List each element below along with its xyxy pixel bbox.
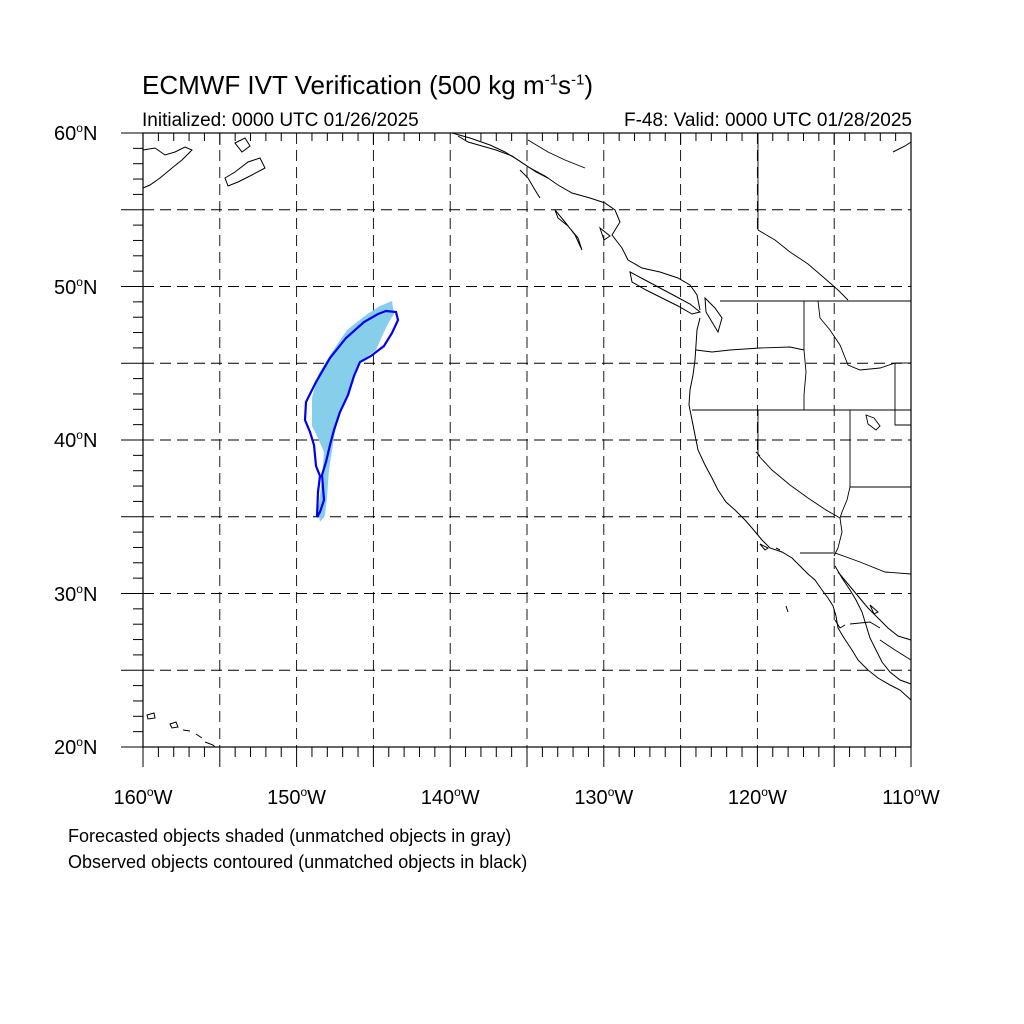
forecast-object-shaded bbox=[312, 301, 394, 522]
legend-forecast-note: Forecasted objects shaded (unmatched obj… bbox=[68, 826, 512, 846]
lat-label: 40oN bbox=[54, 428, 98, 452]
lat-label: 20oN bbox=[54, 735, 98, 759]
lakes bbox=[755, 414, 881, 457]
lon-label: 120oW bbox=[727, 785, 787, 809]
lon-label: 150oW bbox=[267, 785, 327, 809]
title-exponent-2: -1 bbox=[570, 71, 585, 89]
title-exponent-1: -1 bbox=[544, 71, 558, 89]
map-title: ECMWF IVT Verification (500 kg m-1s-1) bbox=[142, 70, 593, 101]
valid-time-label: F-48: Valid: 0000 UTC 01/28/2025 bbox=[624, 110, 912, 131]
lon-label: 110oW bbox=[882, 785, 940, 809]
lon-label: 130oW bbox=[574, 785, 634, 809]
title-unit-s: s bbox=[557, 70, 571, 100]
lat-label: 50oN bbox=[54, 274, 98, 299]
lon-label: 140oW bbox=[420, 785, 480, 809]
lat-label: 30oN bbox=[54, 581, 98, 606]
lon-label: 160oW bbox=[113, 785, 173, 809]
legend-observed-note: Observed objects contoured (unmatched ob… bbox=[68, 852, 528, 872]
grid-lines bbox=[143, 133, 911, 747]
axis-ticks bbox=[121, 132, 912, 767]
coastlines bbox=[142, 132, 912, 748]
lat-label: 60oN bbox=[54, 121, 98, 145]
title-close-paren: ) bbox=[584, 70, 593, 100]
observed-object-contour bbox=[303, 309, 400, 518]
title-text: ECMWF IVT Verification (500 kg m bbox=[142, 70, 545, 100]
initialized-label: Initialized: 0000 UTC 01/26/2025 bbox=[142, 110, 419, 131]
political-borders bbox=[527, 133, 912, 661]
